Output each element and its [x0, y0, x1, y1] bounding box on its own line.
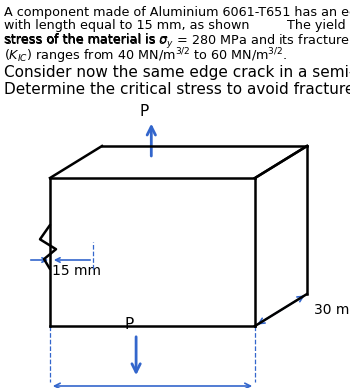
Text: stress of the material is $\sigma_y$ = 280 MPa and its fracture toughness: stress of the material is $\sigma_y$ = 2…: [4, 33, 350, 51]
Text: P: P: [139, 104, 148, 119]
Text: 30 mm: 30 mm: [314, 303, 350, 317]
Text: stress of the material is: stress of the material is: [4, 33, 159, 46]
Text: P: P: [124, 317, 133, 332]
Text: The yield: The yield: [287, 19, 346, 33]
Text: stress of the material is σ: stress of the material is σ: [4, 33, 168, 46]
Text: $(K_{IC})$ ranges from 40 MN/m$^{3/2}$ to 60 MN/m$^{3/2}$.: $(K_{IC})$ ranges from 40 MN/m$^{3/2}$ t…: [4, 47, 287, 66]
Text: Determine the critical stress to avoid fracture.: Determine the critical stress to avoid f…: [4, 82, 350, 97]
Text: A component made of Aluminium 6061-T651 has an edge crack: A component made of Aluminium 6061-T651 …: [4, 6, 350, 19]
Text: with length equal to 15 mm, as shown: with length equal to 15 mm, as shown: [4, 19, 250, 33]
Text: 15 mm: 15 mm: [52, 264, 101, 278]
Text: Consider now the same edge crack in a semi-infinite plate.: Consider now the same edge crack in a se…: [4, 65, 350, 80]
